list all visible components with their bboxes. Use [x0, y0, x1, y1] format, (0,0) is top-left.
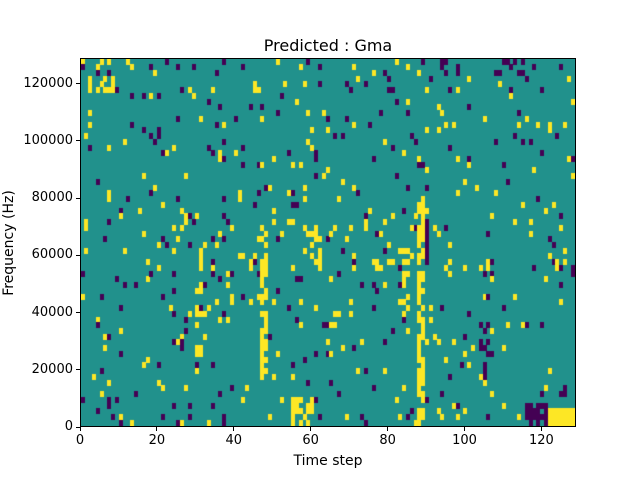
- chart-title: Predicted : Gma: [263, 36, 393, 55]
- y-tick-mark: [76, 426, 80, 428]
- x-tick-label: 0: [75, 433, 85, 448]
- x-tick-label: 120: [528, 433, 554, 448]
- heatmap-canvas: [81, 59, 575, 426]
- x-tick-mark: [233, 427, 235, 431]
- y-tick-label: 100000: [23, 132, 73, 148]
- x-tick-label: 60: [302, 433, 319, 448]
- plot-area: [80, 58, 576, 427]
- x-tick-mark: [156, 427, 158, 431]
- y-tick-label: 0: [64, 419, 73, 434]
- x-tick-mark: [79, 427, 81, 431]
- x-tick-label: 100: [452, 433, 477, 448]
- x-tick-mark: [310, 427, 312, 431]
- y-tick-label: 60000: [31, 247, 73, 263]
- x-axis-label: Time step: [293, 453, 363, 469]
- y-tick-mark: [76, 312, 80, 314]
- y-tick-mark: [76, 197, 80, 199]
- y-tick-mark: [76, 254, 80, 256]
- x-tick-label: 20: [148, 433, 166, 448]
- y-axis-label: Frequency (Hz): [1, 190, 17, 296]
- y-tick-mark: [76, 140, 80, 142]
- x-tick-label: 80: [379, 433, 396, 448]
- x-tick-mark: [540, 427, 542, 431]
- y-tick-label: 120000: [23, 75, 73, 91]
- x-tick-label: 40: [225, 433, 243, 448]
- y-tick-label: 20000: [31, 361, 73, 377]
- x-tick-mark: [463, 427, 465, 431]
- y-tick-mark: [76, 83, 80, 85]
- y-tick-label: 40000: [31, 304, 73, 320]
- x-tick-mark: [387, 427, 389, 431]
- y-tick-label: 80000: [31, 190, 73, 206]
- y-tick-mark: [76, 369, 80, 371]
